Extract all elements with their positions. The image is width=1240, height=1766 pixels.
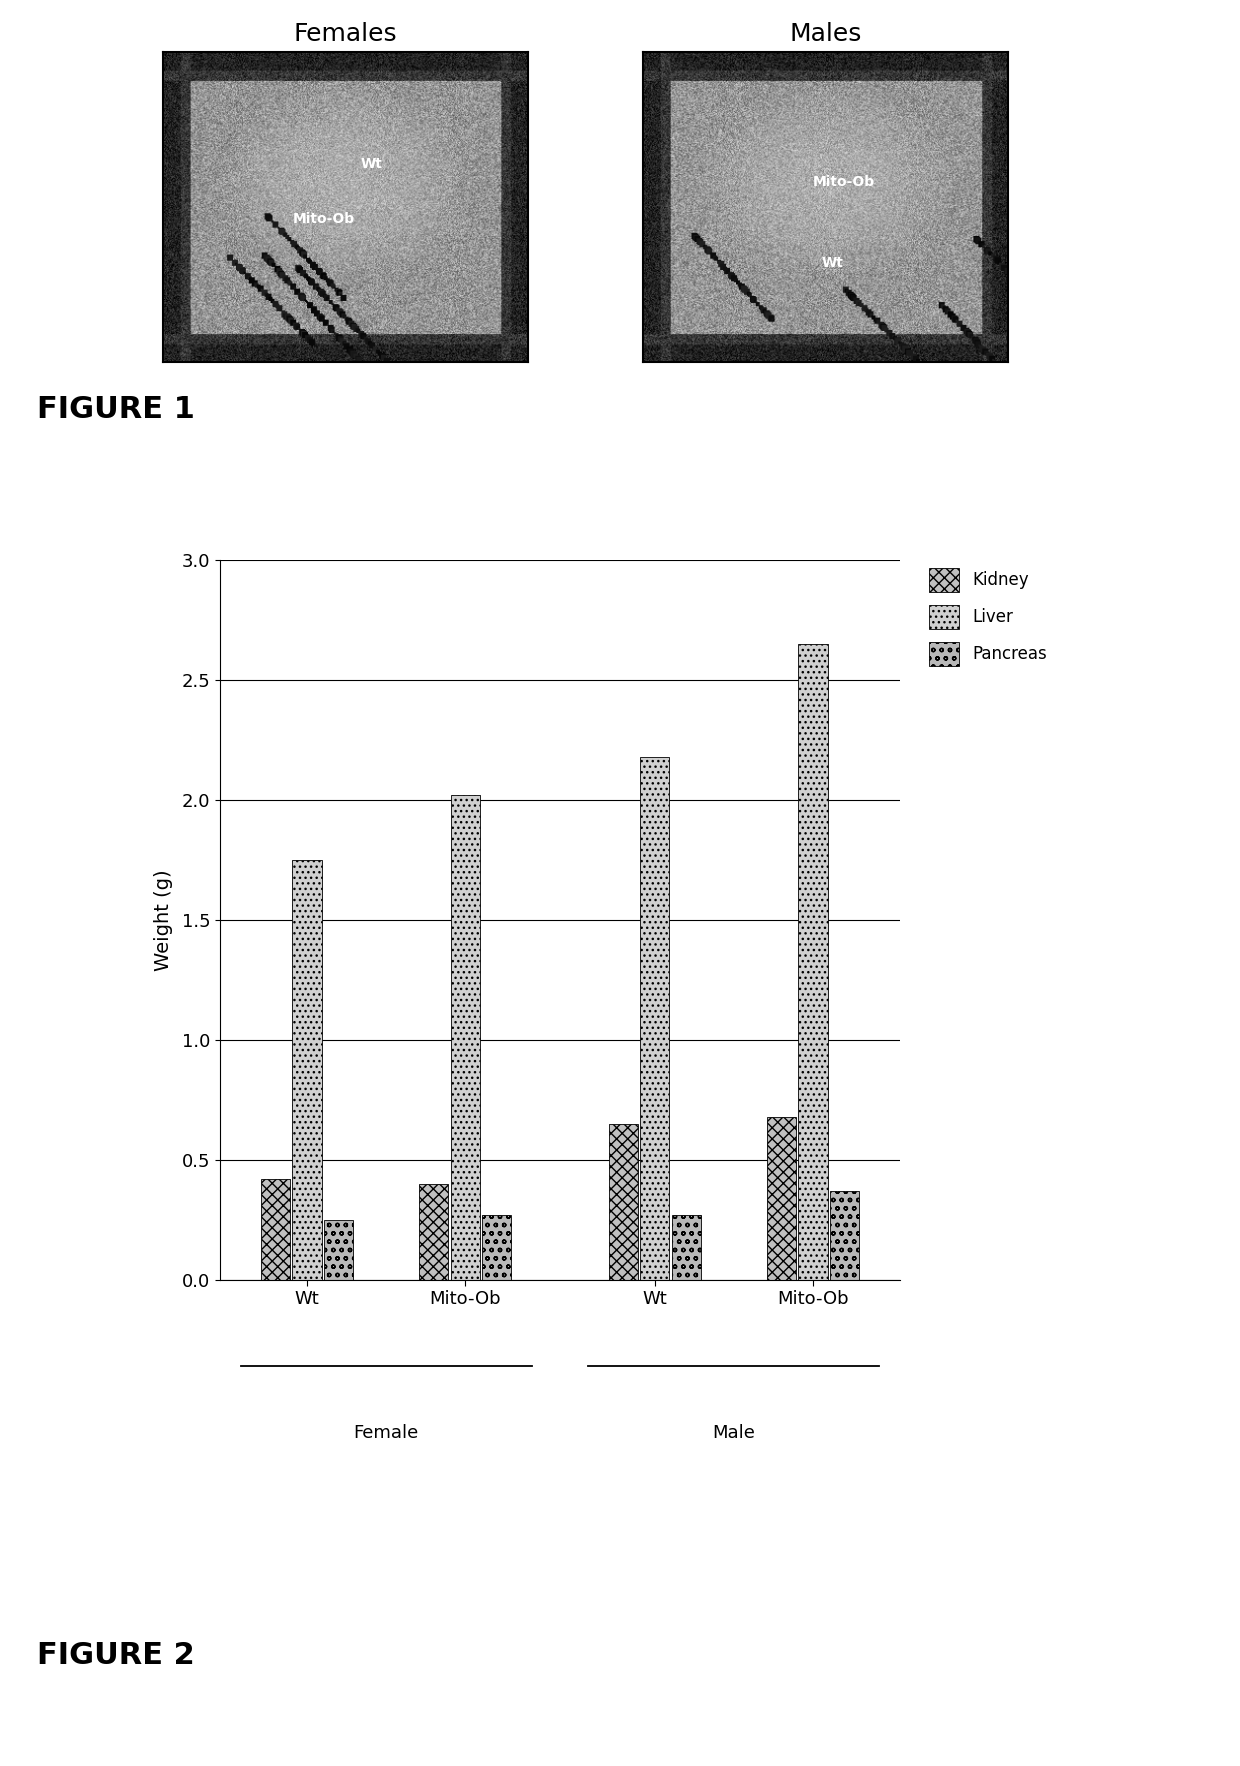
Bar (799, 645, 827, 1280)
Bar (450, 795, 480, 1280)
Title: Females: Females (294, 21, 397, 46)
Text: Mito-Ob: Mito-Ob (812, 175, 874, 189)
Bar (830, 1192, 859, 1280)
Bar (260, 1180, 290, 1280)
Bar (766, 1116, 796, 1280)
Legend: Kidney, Liver, Pancreas: Kidney, Liver, Pancreas (929, 569, 1047, 666)
Bar (640, 758, 670, 1280)
Text: Mito-Ob: Mito-Ob (293, 212, 355, 226)
Bar (482, 1215, 511, 1280)
Text: Wt: Wt (822, 256, 843, 270)
Bar (419, 1183, 448, 1280)
Bar (672, 1215, 701, 1280)
Bar (324, 1220, 353, 1280)
Y-axis label: Weight (g): Weight (g) (154, 869, 174, 971)
Title: Males: Males (790, 21, 862, 46)
Text: Wt: Wt (360, 157, 382, 171)
Text: Female: Female (353, 1423, 419, 1443)
Text: FIGURE 2: FIGURE 2 (37, 1641, 195, 1669)
Text: Male: Male (713, 1423, 755, 1443)
Text: FIGURE 1: FIGURE 1 (37, 396, 195, 424)
Bar (609, 1123, 637, 1280)
Bar (293, 860, 321, 1280)
